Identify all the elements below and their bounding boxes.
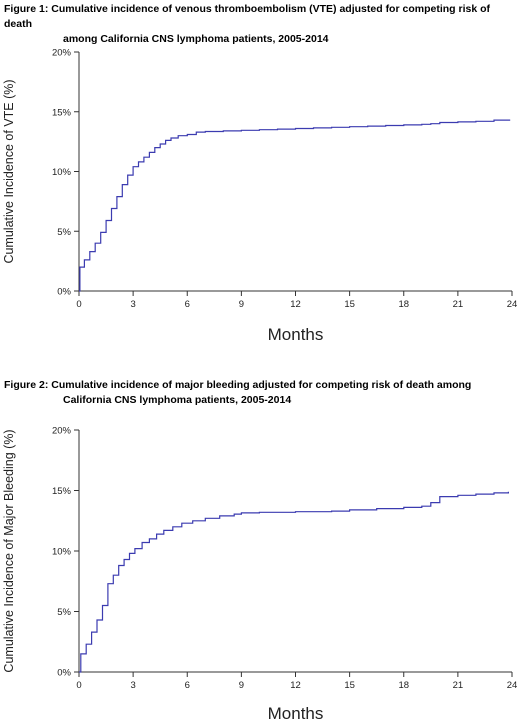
vte-x-tick-label: 18 bbox=[398, 299, 409, 310]
bleeding-incidence-line bbox=[79, 491, 509, 673]
bleeding-x-tick-label: 15 bbox=[344, 680, 355, 691]
vte-y-tick-label: 15% bbox=[52, 107, 72, 118]
figure-1-title-line1: Cumulative incidence of venous thromboem… bbox=[4, 3, 490, 30]
bleeding-x-axis-title: Months bbox=[268, 704, 324, 723]
vte-x-axis-title: Months bbox=[268, 325, 324, 344]
figure-2-title-line1: Cumulative incidence of major bleeding a… bbox=[51, 379, 472, 391]
vte-y-axis-title: Cumulative Incidence of VTE (%) bbox=[2, 79, 16, 263]
bleeding-x-tick-label: 0 bbox=[76, 680, 81, 691]
vte-x-tick-label: 15 bbox=[344, 299, 355, 310]
vte-x-tick-label: 12 bbox=[290, 299, 301, 310]
figure-2-label: Figure 2: bbox=[4, 379, 49, 391]
vte-x-tick-label: 3 bbox=[130, 299, 135, 310]
vte-plot-area: 0% 5% 10% 15% 20% 0 3 6 9 12 15 18 21 24 Months Cumulat… bbox=[2, 48, 517, 345]
bleeding-y-tick-label: 15% bbox=[52, 486, 72, 497]
figure-1-title-line2: among California CNS lymphoma patients, … bbox=[63, 33, 329, 45]
bleeding-y-axis-title: Cumulative Incidence of Major Bleeding (… bbox=[2, 429, 16, 672]
vte-y-tick-label: 5% bbox=[57, 227, 71, 238]
bleeding-x-tick-label: 6 bbox=[185, 680, 190, 691]
vte-x-tick-label: 21 bbox=[453, 299, 464, 310]
vte-y-tick-label: 0% bbox=[57, 287, 71, 298]
vte-x-tick-label: 9 bbox=[239, 299, 244, 310]
bleeding-y-tick-label: 20% bbox=[52, 426, 72, 437]
bleeding-x-tick-label: 12 bbox=[290, 680, 301, 691]
vte-y-tick-label: 10% bbox=[52, 167, 72, 178]
bleeding-y-tick-label: 5% bbox=[57, 607, 71, 618]
vte-x-tick-label: 24 bbox=[507, 299, 518, 310]
figure-2-title-line2: California CNS lymphoma patients, 2005-2… bbox=[63, 394, 292, 406]
bleeding-x-tick-label: 18 bbox=[398, 680, 409, 691]
figure-2-caption: Figure 2: Cumulative incidence of major … bbox=[4, 378, 514, 408]
bleeding-y-tick-label: 10% bbox=[52, 547, 72, 558]
bleeding-x-tick-label: 9 bbox=[239, 680, 244, 691]
bleeding-x-tick-label: 21 bbox=[453, 680, 464, 691]
bleeding-y-tick-label: 0% bbox=[57, 668, 71, 679]
bleeding-x-tick-label: 24 bbox=[507, 680, 518, 691]
figure-1-label: Figure 1: bbox=[4, 3, 49, 15]
vte-incidence-line bbox=[79, 119, 511, 292]
vte-y-tick-label: 20% bbox=[52, 48, 72, 59]
bleeding-x-tick-label: 3 bbox=[130, 680, 135, 691]
bleeding-plot-area: 0% 5% 10% 15% 20% 0 3 6 9 12 15 18 21 24 Months Cumulat… bbox=[2, 426, 517, 724]
vte-chart: 0% 5% 10% 15% 20% 0 3 6 9 12 15 18 21 24 Months Cumulat… bbox=[2, 48, 517, 345]
vte-x-tick-label: 6 bbox=[185, 299, 190, 310]
figure-1-caption: Figure 1: Cumulative incidence of venous… bbox=[4, 2, 514, 47]
vte-x-tick-label: 0 bbox=[76, 299, 81, 310]
